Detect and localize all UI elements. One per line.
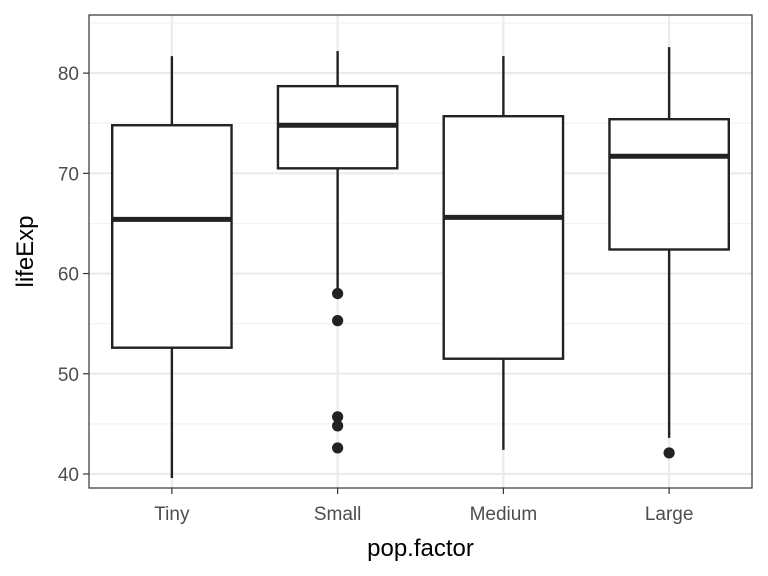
x-tick-label: Small xyxy=(314,504,362,525)
outlier-point xyxy=(332,315,344,327)
iqr-box xyxy=(608,118,730,251)
y-axis-title: lifeExp xyxy=(12,215,39,287)
iqr-box xyxy=(442,115,565,360)
y-tick-label: 70 xyxy=(58,164,79,185)
box-large xyxy=(608,47,730,459)
box-layer xyxy=(111,47,730,478)
x-axis-title: pop.factor xyxy=(367,535,474,562)
outlier-point xyxy=(332,420,344,432)
x-tick-label: Large xyxy=(645,504,694,525)
y-tick-label: 60 xyxy=(58,265,79,286)
box-medium xyxy=(442,56,565,450)
y-tick-label: 80 xyxy=(58,64,79,85)
y-tick-label: 40 xyxy=(58,465,79,486)
box-small xyxy=(276,51,399,454)
outlier-point xyxy=(332,411,344,423)
x-tick-label: Tiny xyxy=(154,504,190,525)
axis-layer: 40 50 60 70 80 Tiny Small Medium Large xyxy=(58,64,694,525)
outlier-point xyxy=(332,287,344,300)
y-tick-label: 50 xyxy=(58,365,79,386)
outlier-point xyxy=(663,447,675,459)
outlier-point xyxy=(332,442,344,454)
box-tiny xyxy=(111,56,233,478)
x-tick-label: Medium xyxy=(470,504,538,525)
iqr-box xyxy=(111,124,233,349)
panel-border xyxy=(88,14,753,489)
